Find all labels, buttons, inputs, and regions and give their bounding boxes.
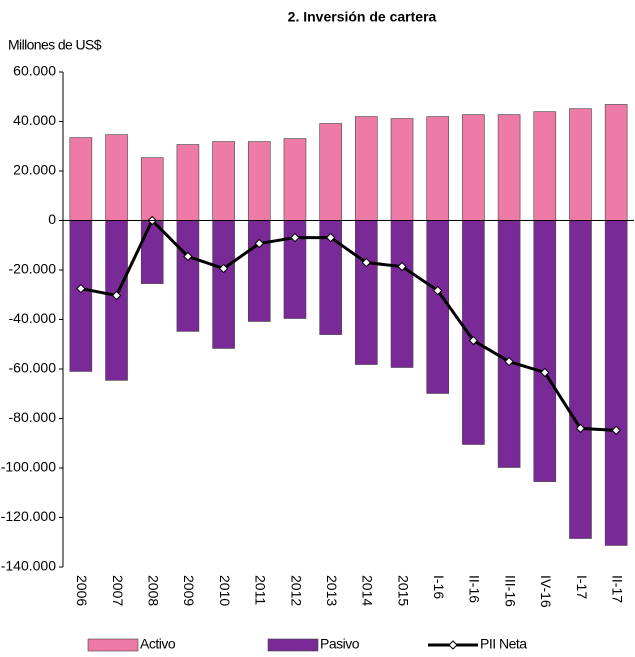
bar [355,220,378,365]
y-tick-label: -120.000 [1,508,56,524]
bar [69,220,93,372]
bar [462,220,485,445]
bar [533,220,557,482]
y-tick-label: -20.000 [9,261,57,277]
bar [212,220,235,349]
y-tick-label: -60.000 [9,360,57,376]
x-tick-label: 2007 [110,575,126,606]
x-tick-label: 2012 [288,575,304,606]
bar [390,118,414,221]
x-tick-label: 2010 [217,575,233,606]
x-tick-label: 2015 [395,575,411,606]
x-tick-label: IV-16 [538,575,554,608]
marker [433,285,443,296]
marker [575,423,586,434]
x-tick-label: I-17 [574,575,590,599]
bar [569,220,592,539]
bar [462,114,485,221]
bar [319,123,342,221]
x-tick-label: 2009 [181,575,197,606]
bar [533,111,557,221]
x-tick-label: 2006 [74,575,90,606]
legend-label: Activo [140,636,176,652]
marker [540,367,550,378]
marker [504,356,514,367]
y-tick-label: 20.000 [13,162,56,178]
legend-label: Pasivo [320,636,360,652]
x-tick-label: II-16 [467,575,483,603]
x-tick-label: II-17 [609,575,625,603]
line [80,217,617,432]
marker [76,283,86,294]
bar [105,220,128,381]
y-tick-label: -40.000 [9,310,57,326]
x-tick-label: 2013 [324,575,340,606]
y-tick-label: 40.000 [13,112,56,128]
bar [69,137,93,221]
y-tick-label: -100.000 [1,459,56,475]
x-tick-label: 2008 [146,575,162,606]
x-tick-label: 2014 [360,575,376,606]
bar [497,220,521,468]
bar [212,141,235,221]
bar [176,144,200,221]
marker [611,425,621,436]
y-tick-label: 60.000 [13,63,56,79]
bar [283,138,307,221]
marker [254,238,264,249]
bar [426,220,450,394]
marker [325,232,336,243]
marker [397,261,407,272]
y-axis-label: Millones de US$ [8,37,102,53]
x-tick-label: I-16 [431,575,447,599]
bar [105,134,128,221]
marker [218,263,229,274]
bar [604,220,628,546]
bar [604,104,628,221]
bar [390,220,414,368]
legend-label: PII Neta [480,636,527,652]
marker [183,251,193,262]
marker [111,290,122,301]
bar [140,157,164,221]
marker [361,257,372,268]
bar [426,116,450,221]
bar [247,220,271,322]
marker [290,232,300,243]
bar [176,220,200,332]
legend-swatch [87,638,139,652]
legend-swatch [267,638,319,652]
y-tick-label: -80.000 [9,409,57,425]
bar [569,108,592,221]
y-tick-label: 0 [48,211,56,227]
chart-title: 2. Inversión de cartera [288,9,437,25]
x-tick-label: 2011 [253,575,269,605]
marker [468,335,479,346]
bar [355,116,378,221]
bar [247,141,271,221]
y-tick-label: -140.000 [1,558,56,574]
bar [497,114,521,221]
legend-marker [448,640,458,650]
x-tick-label: III-16 [502,575,518,607]
